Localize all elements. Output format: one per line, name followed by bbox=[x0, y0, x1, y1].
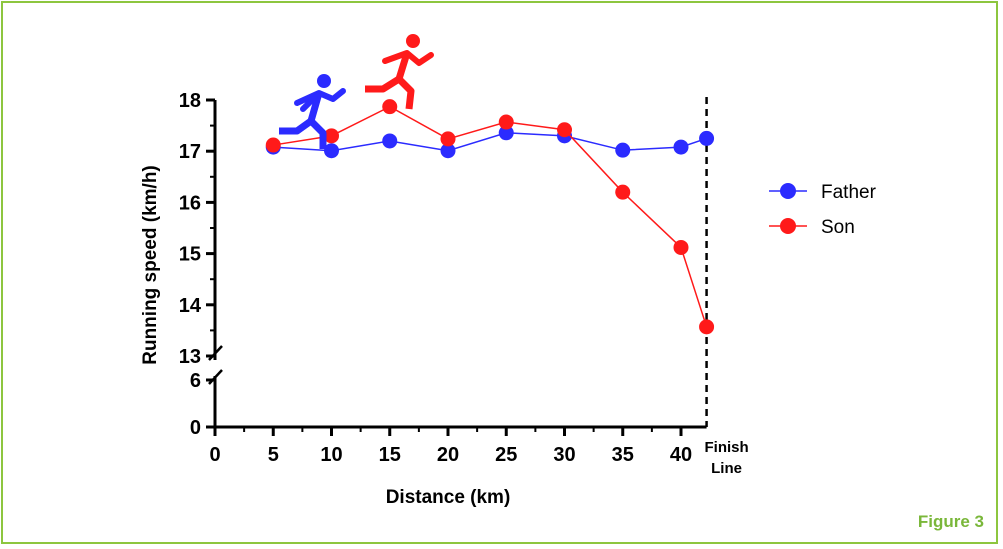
y-tick-label: 14 bbox=[179, 295, 202, 317]
y-tick-label: 18 bbox=[179, 90, 201, 112]
finish-line-group: Finish Line bbox=[704, 97, 749, 477]
x-tick-label: 20 bbox=[437, 444, 459, 466]
legend-item-father: Father bbox=[769, 182, 877, 203]
x-tick-label: 15 bbox=[379, 444, 401, 466]
y-tick-label: 6 bbox=[190, 370, 201, 392]
series-line-son bbox=[273, 105, 708, 328]
runner-icon bbox=[279, 74, 346, 149]
x-tick-label: 10 bbox=[320, 444, 342, 466]
y-tick-label: 13 bbox=[179, 346, 201, 368]
legend-item-son: Son bbox=[769, 217, 855, 238]
data-point-son bbox=[557, 122, 572, 138]
axis-break-mark-lower bbox=[208, 369, 223, 385]
data-point-father bbox=[440, 143, 456, 159]
x-tick-label: 35 bbox=[612, 444, 634, 466]
axis-break-mark-upper bbox=[208, 345, 223, 361]
runner-icon bbox=[365, 34, 434, 110]
data-point-father bbox=[324, 143, 339, 159]
y-tick-label: 15 bbox=[179, 244, 201, 266]
data-point-son bbox=[324, 128, 339, 144]
x-tick-label: 25 bbox=[495, 444, 517, 466]
series-son bbox=[265, 99, 715, 335]
data-point-father bbox=[382, 133, 398, 149]
legend-label-father: Father bbox=[821, 182, 877, 203]
data-point-father bbox=[699, 130, 715, 146]
y-tick-label: 0 bbox=[190, 417, 201, 439]
data-point-son bbox=[615, 184, 631, 200]
y-tick-label: 17 bbox=[179, 141, 201, 163]
legend-label-son: Son bbox=[821, 217, 855, 238]
legend-marker-father bbox=[780, 183, 796, 199]
finish-label-line1: Finish bbox=[704, 439, 748, 456]
x-tick-label: 5 bbox=[268, 444, 279, 466]
data-point-son bbox=[265, 137, 281, 153]
y-tick-label: 16 bbox=[179, 192, 201, 214]
axes bbox=[208, 100, 707, 429]
finish-label-line2: Line bbox=[711, 460, 742, 477]
x-tick-label: 40 bbox=[670, 444, 692, 466]
figure-label: Figure 3 bbox=[917, 512, 984, 531]
x-tick-label: 30 bbox=[553, 444, 575, 466]
data-point-son bbox=[440, 131, 456, 147]
legend-marker-son bbox=[780, 218, 796, 234]
data-point-son bbox=[498, 114, 514, 130]
series-group bbox=[265, 99, 715, 335]
data-point-son bbox=[673, 239, 689, 255]
data-point-son bbox=[699, 319, 715, 335]
x-tick-label: 0 bbox=[209, 444, 220, 466]
data-point-son bbox=[382, 99, 398, 115]
line-chart: 0 613 14 15 16 17 18 0 5 10 15 20 25 30 35 40 Finish Li… bbox=[140, 34, 877, 508]
y-axis-title: Running speed (km/h) bbox=[140, 165, 161, 365]
data-point-father bbox=[615, 142, 631, 158]
data-point-father bbox=[498, 125, 514, 141]
ticks: 0 613 14 15 16 17 18 0 5 10 15 20 25 30 35 40 bbox=[179, 90, 692, 466]
data-point-father bbox=[673, 139, 689, 155]
x-axis-title: Distance (km) bbox=[386, 487, 511, 508]
legend: Father Son bbox=[769, 182, 877, 238]
